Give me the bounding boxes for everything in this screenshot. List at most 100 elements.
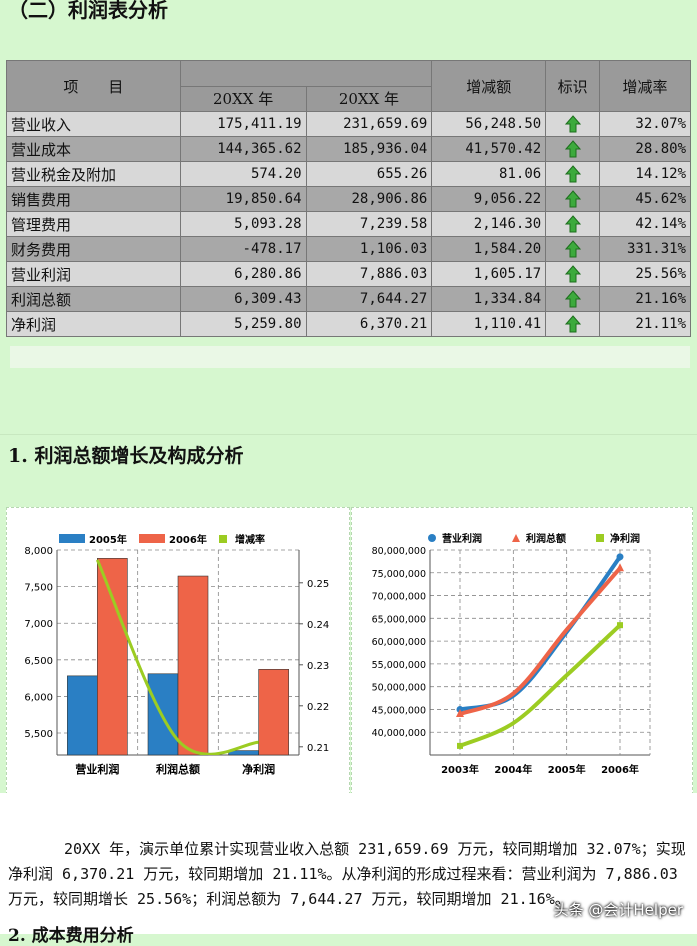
header-change: 增减额 bbox=[431, 60, 547, 112]
series-point bbox=[457, 742, 463, 749]
x-tick-label: 净利润 bbox=[242, 762, 275, 776]
row-flag bbox=[545, 236, 601, 262]
row-change: 1,110.41 bbox=[431, 311, 547, 337]
up-arrow-icon bbox=[564, 290, 581, 308]
up-arrow-icon bbox=[564, 115, 581, 133]
y-tick-label: 45,000,000 bbox=[372, 705, 426, 716]
y-tick-label: 7,500 bbox=[24, 583, 53, 594]
header-col1: 20XX 年 bbox=[179, 85, 307, 112]
y-tick-label: 60,000,000 bbox=[372, 637, 426, 648]
y2-tick-label: 0.21 bbox=[307, 743, 329, 754]
row-value-col1: 5,093.28 bbox=[179, 211, 307, 237]
row-name: 销售费用 bbox=[6, 186, 181, 212]
row-name: 营业税金及附加 bbox=[6, 161, 181, 187]
row-rate: 331.31% bbox=[599, 236, 691, 262]
bar bbox=[67, 675, 98, 756]
watermark: 头条 @会计Helper bbox=[553, 901, 683, 919]
y-tick-label: 6,500 bbox=[24, 656, 53, 667]
row-name: 营业收入 bbox=[6, 111, 181, 137]
legend-swatch bbox=[59, 534, 85, 543]
row-name: 管理费用 bbox=[6, 211, 181, 237]
y-tick-label: 6,000 bbox=[24, 692, 53, 703]
row-change: 1,584.20 bbox=[431, 236, 547, 262]
row-value-col2: 7,644.27 bbox=[305, 286, 433, 312]
y-tick-label: 65,000,000 bbox=[372, 614, 426, 625]
legend-marker bbox=[596, 534, 604, 542]
series-point bbox=[616, 563, 624, 572]
series-point bbox=[456, 709, 464, 717]
header-item: 项 目 bbox=[6, 60, 181, 112]
row-flag bbox=[545, 211, 601, 237]
legend-swatch bbox=[219, 535, 227, 543]
bar-chart-panel: 2005年 2006年 增减率 8,000 7,500 7,000 6,500 6,000 5,… bbox=[6, 507, 350, 795]
income-statement-table: 项 目 增减额 标识 增减率 20XX 年 20XX 年 营业收入 175,411… bbox=[6, 60, 691, 337]
up-arrow-icon bbox=[564, 265, 581, 283]
legend-label: 净利润 bbox=[610, 532, 640, 545]
table-row: 营业成本 144,365.62 185,936.04 41,570.42 28.80% bbox=[6, 136, 691, 162]
row-flag bbox=[545, 261, 601, 287]
subsection-title: 1. 利润总额增长及构成分析 bbox=[8, 445, 244, 467]
row-value-col1: -478.17 bbox=[179, 236, 307, 262]
legend-marker bbox=[512, 534, 520, 542]
row-rate: 25.56% bbox=[599, 261, 691, 287]
bar bbox=[97, 558, 128, 756]
series-line bbox=[458, 554, 622, 712]
table-row: 管理费用 5,093.28 7,239.58 2,146.30 42.14% bbox=[6, 211, 691, 237]
legend-label: 2005年 bbox=[89, 533, 127, 546]
row-value-col2: 1,106.03 bbox=[305, 236, 433, 262]
legend-swatch bbox=[139, 534, 165, 543]
row-name: 营业成本 bbox=[6, 136, 181, 162]
legend-label: 增减率 bbox=[235, 533, 265, 546]
up-arrow-icon bbox=[564, 240, 581, 258]
row-rate: 28.80% bbox=[599, 136, 691, 162]
row-value-col1: 144,365.62 bbox=[179, 136, 307, 162]
header-period-group bbox=[179, 60, 433, 87]
row-value-col2: 7,239.58 bbox=[305, 211, 433, 237]
legend-label: 利润总额 bbox=[526, 532, 566, 545]
x-tick-label: 2006年 bbox=[601, 763, 639, 776]
row-name: 净利润 bbox=[6, 311, 181, 337]
row-value-col1: 6,309.43 bbox=[179, 286, 307, 312]
table-row: 财务费用 -478.17 1,106.03 1,584.20 331.31% bbox=[6, 236, 691, 262]
table-row: 销售费用 19,850.64 28,906.86 9,056.22 45.62% bbox=[6, 186, 691, 212]
x-tick-label: 2005年 bbox=[548, 763, 586, 776]
y-tick-label: 40,000,000 bbox=[372, 728, 426, 739]
line-chart: 营业利润 利润总额 净利润 80,000,000 75,000,000 70,000,00… bbox=[372, 532, 651, 776]
row-rate: 32.07% bbox=[599, 111, 691, 137]
y-tick-label: 8,000 bbox=[24, 546, 53, 557]
row-change: 56,248.50 bbox=[431, 111, 547, 137]
row-flag bbox=[545, 136, 601, 162]
rate-line bbox=[95, 559, 259, 755]
row-change: 81.06 bbox=[431, 161, 547, 187]
table-row: 营业税金及附加 574.20 655.26 81.06 14.12% bbox=[6, 161, 691, 187]
series-line bbox=[458, 566, 622, 716]
up-arrow-icon bbox=[564, 140, 581, 158]
up-arrow-icon bbox=[564, 215, 581, 233]
row-change: 1,605.17 bbox=[431, 261, 547, 287]
up-arrow-icon bbox=[564, 315, 581, 333]
y2-tick-label: 0.25 bbox=[307, 579, 329, 590]
y2-tick-label: 0.22 bbox=[307, 702, 329, 713]
series-point bbox=[617, 622, 623, 629]
row-value-col2: 28,906.86 bbox=[305, 186, 433, 212]
table-row: 净利润 5,259.80 6,370.21 1,110.41 21.11% bbox=[6, 311, 691, 337]
row-change: 9,056.22 bbox=[431, 186, 547, 212]
x-tick-label: 利润总额 bbox=[156, 762, 200, 776]
row-value-col1: 175,411.19 bbox=[179, 111, 307, 137]
y-tick-label: 70,000,000 bbox=[372, 592, 426, 603]
row-rate: 42.14% bbox=[599, 211, 691, 237]
row-flag bbox=[545, 286, 601, 312]
page-divider bbox=[0, 434, 697, 435]
up-arrow-icon bbox=[564, 190, 581, 208]
row-rate: 45.62% bbox=[599, 186, 691, 212]
bar bbox=[177, 575, 209, 756]
row-rate: 21.11% bbox=[599, 311, 691, 337]
row-value-col1: 574.20 bbox=[179, 161, 307, 187]
series-line bbox=[458, 623, 622, 748]
x-tick-label: 2004年 bbox=[494, 763, 532, 776]
row-value-col2: 655.26 bbox=[305, 161, 433, 187]
row-rate: 14.12% bbox=[599, 161, 691, 187]
row-value-col2: 185,936.04 bbox=[305, 136, 433, 162]
legend-label: 2006年 bbox=[169, 533, 207, 546]
y-tick-label: 5,500 bbox=[24, 729, 53, 740]
